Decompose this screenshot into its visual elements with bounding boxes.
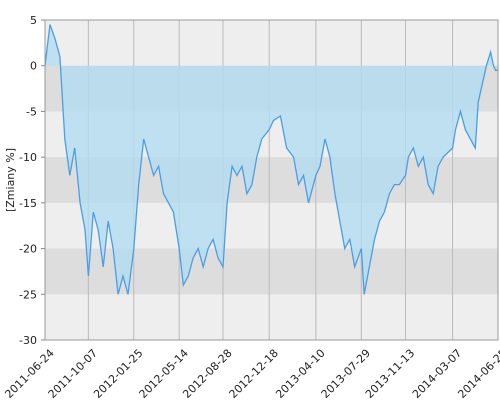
y-axis-label: [Zmiany %]	[4, 148, 17, 212]
y-tick-label: 0	[30, 60, 37, 73]
y-tick-label: -25	[19, 288, 37, 301]
y-tick-label: 5	[30, 14, 37, 27]
y-tick-label: -15	[19, 197, 37, 210]
line	[44, 24, 498, 295]
y-tick-label: -20	[19, 243, 37, 256]
grid-band	[45, 248, 498, 295]
area	[45, 24, 498, 295]
plot-border	[44, 19, 499, 341]
y-tick-label: -30	[19, 334, 37, 347]
y-tick-label: -5	[26, 105, 37, 118]
y-tick-label: -10	[19, 151, 37, 164]
